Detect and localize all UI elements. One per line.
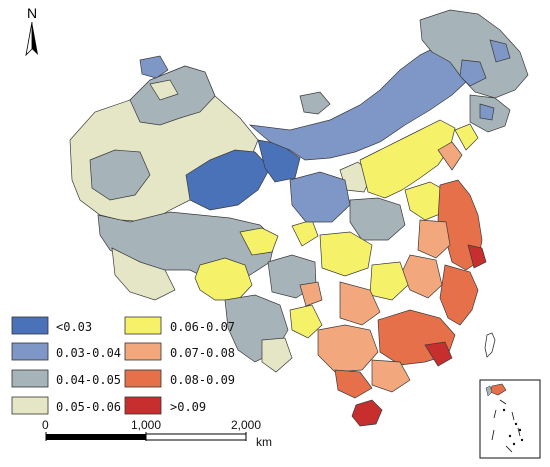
inset-island [502,408,506,412]
region-45 [351,399,383,427]
inset-boundary-dash [499,399,507,405]
inset-island [508,434,512,438]
legend-label-004-005: 0.04-0.05 [56,373,122,387]
north-arrow-icon [25,21,38,57]
legend-swatch-4 [124,316,162,335]
legend-label-003-004: 0.03-0.04 [56,346,122,360]
legend-label-gt009: >0.09 [170,400,207,414]
region-9 [111,247,176,301]
legend-label-006-007: 0.06-0.07 [170,320,236,334]
region-25 [349,197,406,241]
region-30 [439,264,479,326]
region-28 [417,219,451,259]
region-40 [317,324,379,373]
legend-label-005-006: 0.05-0.06 [56,400,122,414]
region-14 [299,91,331,115]
region-3 [139,55,169,79]
north-label: N [27,5,38,21]
scale-tick-2000: 2,000 [231,418,262,432]
region-23 [454,123,479,151]
legend-swatch-1 [11,342,49,361]
legend-swatch-5 [124,342,162,361]
region-17 [459,59,487,87]
region-11 [239,227,279,256]
inset-boundary-dash [491,429,495,441]
scale-bar [45,432,247,441]
inset-island [512,442,516,446]
region-layer [69,9,529,427]
inset-island [518,428,522,432]
region-36 [339,281,381,326]
region-29 [467,244,487,269]
taiwan-outline [484,332,496,358]
legend-label-lt003: <0.03 [56,320,93,334]
legend-label-007-008: 0.07-0.08 [170,346,236,360]
region-12 [291,219,319,247]
region-38 [261,337,293,373]
legend-swatch-2 [11,369,49,388]
region-34 [299,281,323,307]
legend-label-008-009: 0.08-0.09 [170,373,236,387]
south-china-sea-inset [479,379,541,459]
region-4 [149,79,179,101]
region-42 [424,341,453,367]
region-24 [289,171,351,223]
region-44 [371,359,411,393]
region-22 [437,141,463,171]
region-31 [401,254,443,299]
region-20 [479,103,495,121]
region-5 [185,149,271,211]
region-43 [334,369,373,399]
inset-island [514,422,518,426]
legend-swatch-0 [11,316,49,335]
region-18 [489,39,511,63]
inset-boundary-dash [505,445,513,453]
inset-boundary-dash [517,427,521,437]
region-16 [419,9,529,99]
inset-boundary-dash [493,409,497,419]
region-35 [369,261,409,301]
region-2 [89,149,151,201]
inset-boundary-dash [511,411,515,421]
legend [11,316,162,415]
legend-swatch-6 [124,369,162,388]
region-39 [289,304,323,339]
scale-unit: km [256,435,272,449]
region-10 [194,257,253,301]
legend-swatch-7 [124,396,162,415]
region-32 [319,231,373,277]
scale-tick-0: 0 [42,418,49,432]
inset-island [520,438,524,442]
scale-tick-1000: 1,000 [131,418,162,432]
legend-swatch-3 [11,396,49,415]
